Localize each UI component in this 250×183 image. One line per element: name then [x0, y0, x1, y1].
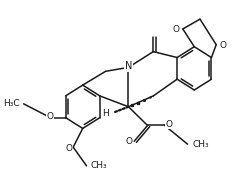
Text: N: N — [125, 61, 132, 71]
Text: CH₃: CH₃ — [192, 140, 209, 149]
Text: H: H — [102, 109, 108, 118]
Text: CH₃: CH₃ — [90, 161, 107, 170]
Text: H₃C: H₃C — [3, 99, 20, 108]
Text: O: O — [166, 120, 173, 129]
Text: O: O — [65, 144, 72, 153]
Text: O: O — [47, 112, 54, 121]
Text: O: O — [125, 137, 132, 146]
Text: O: O — [173, 25, 180, 34]
Text: O: O — [219, 41, 226, 50]
